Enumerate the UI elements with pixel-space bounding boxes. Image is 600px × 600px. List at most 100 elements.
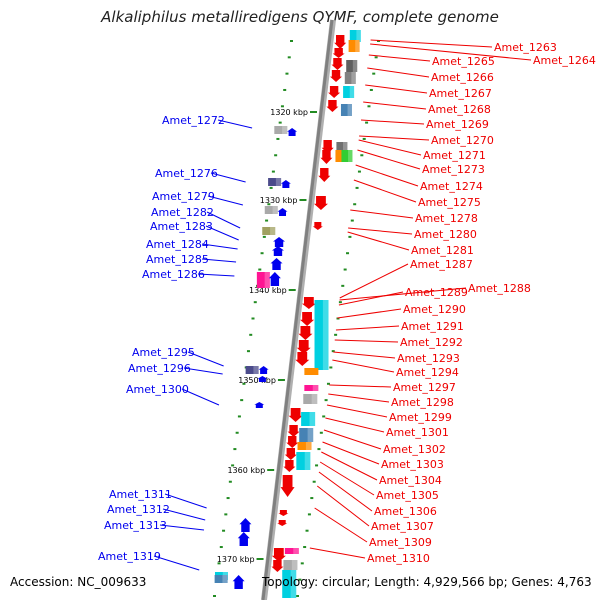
tick-ring-dot: [372, 72, 376, 75]
right-leader-line: [316, 485, 370, 527]
tick-ring-dot: [357, 170, 361, 173]
gene-label-right: Amet_1274: [420, 180, 483, 193]
tick-ring-dot: [226, 497, 230, 500]
gene-block-shade: [253, 366, 259, 374]
right-leader-line: [339, 263, 409, 299]
tick-ring-dot: [296, 595, 299, 597]
right-leader-line: [367, 67, 430, 78]
right-leader-line: [329, 384, 392, 388]
forward-gene-arrow: [258, 366, 269, 374]
right-leader-line: [334, 339, 399, 343]
map-title: Alkaliphilus metalliredigens QYMF, compl…: [101, 8, 499, 26]
gene-label-right: Amet_1309: [369, 536, 432, 549]
gene-block-shade: [264, 272, 270, 288]
right-leader-line: [319, 461, 375, 496]
gene-label-right: Amet_1298: [391, 396, 454, 409]
tick-ring-dot: [346, 252, 350, 255]
tick-ring-dot: [217, 562, 221, 565]
reverse-gene-arrow: [278, 510, 289, 516]
right-leader-line: [325, 417, 385, 433]
gene-label-right: Amet_1266: [431, 71, 494, 84]
right-leader-line: [359, 135, 430, 141]
left-leader-line: [187, 351, 224, 367]
gene-block: [245, 366, 259, 374]
gene-block: [264, 206, 278, 214]
left-leader-line: [201, 258, 237, 263]
tick-ring-dot: [307, 513, 311, 516]
forward-gene-arrow: [270, 258, 283, 270]
right-leader-line: [347, 231, 410, 251]
gene-label-right: Amet_1301: [386, 426, 449, 439]
reverse-gene-arrow: [320, 150, 333, 164]
forward-gene-arrow: [271, 246, 284, 256]
tick-ring-dot: [334, 333, 338, 336]
reverse-gene-arrow: [331, 58, 344, 70]
gene-block: [256, 272, 270, 288]
tick-ring-dot: [362, 137, 366, 140]
tick-ring-dot: [287, 56, 291, 59]
gene-label-left: Amet_1311: [109, 488, 172, 501]
gene-block: [340, 104, 352, 116]
tick-ring-dot: [285, 72, 289, 75]
right-leader-line: [318, 471, 373, 512]
gene-block: [274, 126, 288, 134]
gene-block: [304, 385, 319, 391]
backbone: [261, 19, 334, 600]
gene-block: [303, 394, 318, 404]
gene-label-right: Amet_1291: [401, 320, 464, 333]
gene-block: [283, 560, 298, 570]
tick-ring-dot: [374, 56, 378, 59]
tick-ring-dot: [251, 317, 255, 320]
reverse-gene-arrow: [295, 352, 310, 366]
tick-ring-dot: [336, 317, 340, 320]
tick-ring-dot: [310, 497, 314, 500]
tick-ring-dot: [274, 154, 278, 157]
tick-ring-dot: [324, 399, 328, 402]
right-leader-line: [322, 441, 380, 465]
gene-block-shade: [355, 40, 360, 52]
gene-label-right: Amet_1297: [393, 381, 456, 394]
gene-block-shade: [322, 300, 329, 370]
forward-gene-arrow: [232, 575, 245, 589]
right-leader-line: [326, 404, 388, 418]
gene-label-right: Amet_1303: [381, 458, 444, 471]
tick-ring-dot: [312, 480, 316, 483]
left-leader-line: [159, 524, 205, 531]
tick-ring-dot: [222, 529, 226, 532]
gene-label-right: Amet_1264: [533, 54, 596, 67]
gene-block: [335, 150, 347, 162]
gene-block-shade: [351, 72, 356, 84]
right-leader-line: [335, 325, 400, 331]
reverse-gene-arrow: [328, 86, 341, 98]
gene-label-left: Amet_1319: [98, 550, 161, 563]
kbp-tick: [267, 469, 275, 471]
gene-block: [297, 442, 312, 450]
gene-label-left: Amet_1283: [150, 220, 213, 233]
left-leader-line: [206, 211, 241, 229]
tick-ring-dot: [365, 121, 369, 124]
gene-block: [314, 300, 329, 370]
reverse-gene-arrow: [283, 460, 296, 472]
reverse-gene-arrow: [287, 425, 300, 437]
tick-ring-dot: [233, 448, 237, 451]
gene-block-shade: [305, 442, 312, 450]
forward-gene-arrow: [239, 518, 252, 532]
gene-label-left: Amet_1282: [151, 206, 214, 219]
gene-block: [346, 60, 358, 72]
kbp-tick: [299, 199, 307, 201]
gene-block-shade: [349, 86, 355, 98]
reverse-gene-arrow: [286, 436, 299, 448]
reverse-gene-arrow: [277, 520, 288, 526]
tick-ring-dot: [271, 170, 275, 173]
kbp-label: 1370 kbp: [217, 555, 255, 564]
right-leader-line: [368, 54, 431, 62]
accession-text: Accession: NC_009633: [10, 575, 147, 589]
tick-ring-dot: [265, 219, 269, 222]
gene-label-right: Amet_1265: [432, 55, 495, 68]
gene-label-right: Amet_1275: [418, 196, 481, 209]
reverse-gene-arrow: [280, 475, 295, 497]
gene-block-shade: [275, 178, 282, 186]
reverse-gene-arrow: [298, 326, 313, 340]
gene-block-shade: [293, 548, 299, 554]
gene-label-right: Amet_1281: [411, 244, 474, 257]
